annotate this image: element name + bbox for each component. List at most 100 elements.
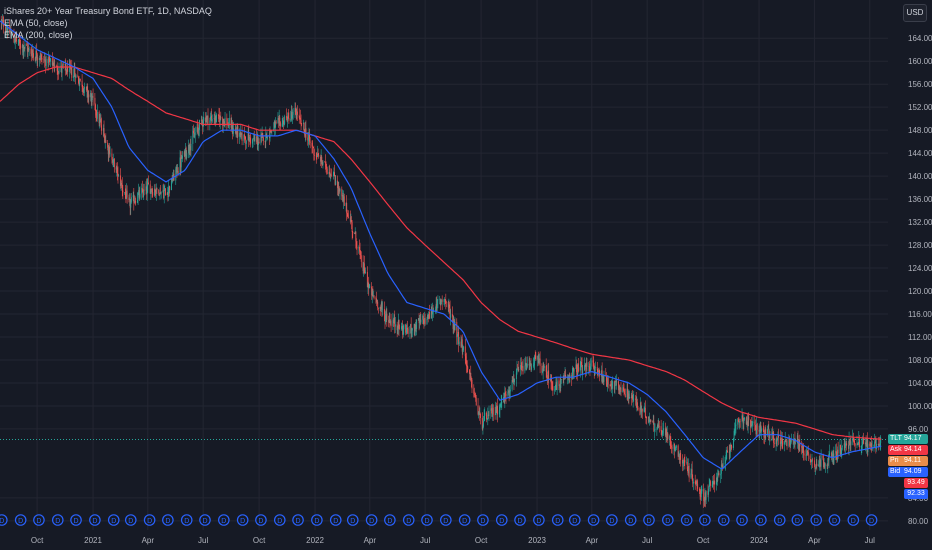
dividend-marker-icon[interactable]: D <box>533 514 545 526</box>
dividend-marker-icon[interactable]: D <box>458 514 471 526</box>
candle <box>867 439 869 456</box>
candle <box>407 320 408 334</box>
candle <box>169 185 171 197</box>
dividend-marker-icon[interactable]: D <box>736 514 748 526</box>
dividend-marker-icon[interactable]: D <box>810 514 823 526</box>
dividend-marker-icon[interactable]: D <box>551 514 564 526</box>
dividend-marker-icon[interactable]: D <box>847 514 860 526</box>
currency-button[interactable]: USD <box>903 4 927 22</box>
candle <box>381 299 383 317</box>
candle <box>349 210 351 225</box>
candle <box>858 431 860 447</box>
candle <box>345 202 347 212</box>
dividend-marker-icon[interactable]: D <box>624 514 637 526</box>
dividend-marker-icon[interactable]: D <box>329 514 342 526</box>
candle <box>456 318 458 345</box>
candle <box>377 307 379 314</box>
candle <box>697 479 699 492</box>
dividend-marker-icon[interactable]: D <box>236 514 249 526</box>
dividend-marker-icon[interactable]: D <box>162 514 174 526</box>
candle <box>61 66 63 81</box>
candle <box>206 115 208 123</box>
x-tick-label: Apr <box>586 536 599 545</box>
candle <box>28 43 30 53</box>
dividend-marker-icon[interactable]: D <box>384 514 396 526</box>
x-tick-label: Jul <box>865 536 875 545</box>
candle <box>116 162 118 181</box>
dividend-marker-icon[interactable]: D <box>773 514 786 526</box>
candle <box>520 357 522 371</box>
price-tag-value: 94.17 <box>904 435 922 442</box>
dividend-marker-icon[interactable]: D <box>791 514 804 526</box>
candle <box>593 363 595 379</box>
candle <box>39 52 41 64</box>
dividend-marker-icon[interactable]: D <box>124 514 137 526</box>
candle <box>854 442 856 452</box>
dividend-marker-icon[interactable]: D <box>865 514 878 526</box>
candle <box>580 356 582 371</box>
dividend-marker-icon[interactable]: D <box>643 514 655 526</box>
dividend-marker-icon[interactable]: D <box>199 514 211 526</box>
dividend-marker-icon[interactable]: D <box>587 514 600 526</box>
ema50-legend[interactable]: EMA (50, close) <box>4 18 68 28</box>
dividend-marker-icon[interactable]: D <box>143 514 156 526</box>
ema50-line[interactable] <box>0 20 882 470</box>
dividend-marker-icon[interactable]: D <box>568 514 581 526</box>
dividend-marker-icon[interactable]: D <box>755 514 767 526</box>
dividend-marker-icon[interactable]: D <box>477 514 489 526</box>
candle <box>739 418 741 428</box>
candle <box>829 444 831 458</box>
dividend-marker-icon[interactable]: D <box>699 514 711 526</box>
dividend-marker-icon[interactable]: D <box>606 514 618 526</box>
candle <box>613 380 615 393</box>
x-tick-label: Oct <box>697 536 710 545</box>
dividend-marker-icon[interactable]: D <box>218 514 230 526</box>
dividend-marker-icon[interactable]: D <box>255 514 267 526</box>
dividend-marker-icon[interactable]: D <box>662 514 674 526</box>
dividend-marker-icon[interactable]: D <box>680 514 693 526</box>
dividend-marker-icon[interactable]: D <box>70 514 82 526</box>
candle <box>709 479 711 487</box>
candle <box>19 35 21 50</box>
dividend-marker-icon[interactable]: D <box>440 514 452 526</box>
candle <box>700 489 702 505</box>
dividend-marker-icon[interactable]: D <box>292 514 304 526</box>
dividend-marker-icon[interactable]: D <box>273 514 286 526</box>
price-tag-ask: Ask 94.14 <box>888 445 928 455</box>
candle <box>146 178 148 202</box>
candle <box>287 109 289 119</box>
candle <box>396 321 398 338</box>
ema200-line[interactable] <box>0 66 882 440</box>
time-axis[interactable]: Oct 2021 Apr Jul Oct 2022 Apr Jul Oct 2023 Apr Jul O… <box>31 536 875 545</box>
dividend-marker-icon[interactable]: D <box>828 514 841 526</box>
x-tick-label: Jul <box>198 536 208 545</box>
candle <box>66 64 68 74</box>
dividend-marker-icon[interactable]: D <box>89 514 101 526</box>
dividend-marker-icon[interactable]: D <box>51 514 64 526</box>
candle <box>260 128 262 146</box>
ema200-legend[interactable]: EMA (200, close) <box>4 30 73 40</box>
dividend-marker-icon[interactable]: D <box>311 514 323 526</box>
candle <box>733 437 734 451</box>
dividend-marker-icon[interactable]: D <box>107 514 120 526</box>
dividend-marker-icon[interactable]: D <box>514 514 526 526</box>
candle <box>721 457 723 467</box>
dividend-marker-icon[interactable]: D <box>402 514 415 526</box>
dividend-marker-icon[interactable]: D <box>421 514 433 526</box>
dividend-marker-icon[interactable]: D <box>495 514 508 526</box>
dividend-marker-icon[interactable]: D <box>717 514 730 526</box>
dividend-marker-icon[interactable]: D <box>14 514 27 526</box>
candle <box>410 317 412 339</box>
symbol-title[interactable]: iShares 20+ Year Treasury Bond ETF, 1D, … <box>4 6 212 16</box>
dividend-marker-icon[interactable]: D <box>180 514 193 526</box>
dividend-marker-icon[interactable]: D <box>365 514 378 526</box>
candle <box>814 464 816 473</box>
candle <box>483 415 484 428</box>
candle <box>671 441 672 454</box>
dividend-marker-icon[interactable]: D <box>346 514 359 526</box>
candle <box>745 416 747 425</box>
dividend-marker-icon[interactable]: D <box>33 514 45 526</box>
dividend-marker-icon[interactable]: D <box>0 514 8 526</box>
